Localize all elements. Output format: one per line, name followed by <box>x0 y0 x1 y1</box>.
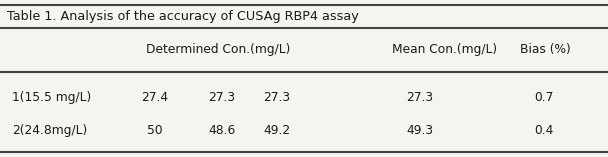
Text: 48.6: 48.6 <box>209 124 235 137</box>
Text: Table 1. Analysis of the accuracy of CUSAg RBP4 assay: Table 1. Analysis of the accuracy of CUS… <box>7 10 359 23</box>
Text: Mean Con.(mg/L): Mean Con.(mg/L) <box>392 43 497 56</box>
Text: 49.2: 49.2 <box>263 124 290 137</box>
Text: 0.4: 0.4 <box>534 124 554 137</box>
Text: 0.7: 0.7 <box>534 91 554 104</box>
Text: 27.3: 27.3 <box>209 91 235 104</box>
Text: 27.3: 27.3 <box>263 91 290 104</box>
Text: Determined Con.(mg/L): Determined Con.(mg/L) <box>146 43 290 56</box>
Text: 50: 50 <box>147 124 163 137</box>
Text: Bias (%): Bias (%) <box>520 43 570 56</box>
Text: 49.3: 49.3 <box>406 124 433 137</box>
Text: 2(24.8mg/L): 2(24.8mg/L) <box>12 124 88 137</box>
Text: 1(15.5 mg/L): 1(15.5 mg/L) <box>12 91 91 104</box>
Text: 27.4: 27.4 <box>142 91 168 104</box>
Text: 27.3: 27.3 <box>406 91 433 104</box>
